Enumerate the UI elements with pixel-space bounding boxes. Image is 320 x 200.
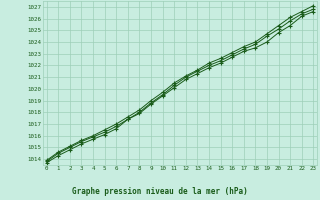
Text: Graphe pression niveau de la mer (hPa): Graphe pression niveau de la mer (hPa) <box>72 187 248 196</box>
